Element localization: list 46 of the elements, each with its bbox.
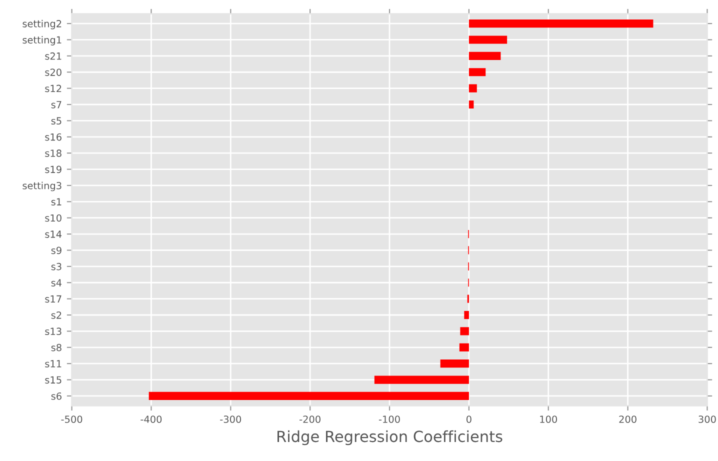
bar: [440, 360, 469, 368]
bar: [468, 84, 477, 92]
x-tick-label: -500: [61, 416, 82, 423]
x-tick-label: -200: [300, 416, 320, 423]
bar: [468, 68, 486, 76]
x-tick-label: 200: [619, 416, 636, 423]
bar: [460, 327, 469, 336]
x-tick-label: 300: [698, 416, 716, 423]
y-tick-label: s7: [51, 101, 62, 108]
x-tick-label: -300: [220, 416, 242, 423]
x-tick-label: -400: [140, 416, 162, 423]
x-tick-label: 100: [540, 416, 558, 423]
y-tick-label: s4: [51, 279, 62, 286]
y-tick-label: s8: [51, 344, 62, 352]
y-tick-label: setting2: [22, 20, 62, 30]
y-tick-label: s2: [51, 311, 62, 319]
y-tick-label: s10: [45, 214, 62, 222]
y-tick-label: s9: [51, 246, 62, 254]
x-tick-label: 0: [466, 416, 472, 423]
y-tick-label: s20: [45, 68, 62, 76]
y-tick-label: s17: [45, 295, 62, 303]
y-tick-label: s18: [45, 150, 62, 157]
y-tick-label: s11: [45, 360, 62, 368]
y-tick-label: setting3: [22, 182, 62, 192]
y-tick-label: s21: [45, 52, 62, 60]
y-tick-label: setting1: [22, 36, 62, 46]
y-tick-label: s16: [45, 133, 62, 141]
bar: [468, 52, 501, 60]
y-tick-label: s1: [51, 198, 62, 206]
x-tick-label: -100: [378, 416, 400, 423]
bar: [459, 343, 469, 352]
y-tick-label: s13: [45, 328, 62, 336]
bar: [468, 36, 508, 44]
bar: [374, 376, 469, 384]
y-tick-label: s19: [45, 166, 62, 174]
bar: [468, 19, 654, 28]
x-axis-title: Ridge Regression Coefficients: [278, 430, 502, 446]
y-tick-label: s3: [51, 262, 62, 270]
bar: [468, 100, 474, 109]
y-tick-label: s12: [45, 84, 62, 92]
y-tick-label: s5: [51, 117, 62, 125]
y-tick-label: s6: [51, 392, 62, 400]
bar: [464, 310, 469, 320]
y-tick-label: s15: [45, 376, 62, 384]
y-tick-label: s14: [45, 230, 62, 238]
bar: [148, 392, 469, 400]
